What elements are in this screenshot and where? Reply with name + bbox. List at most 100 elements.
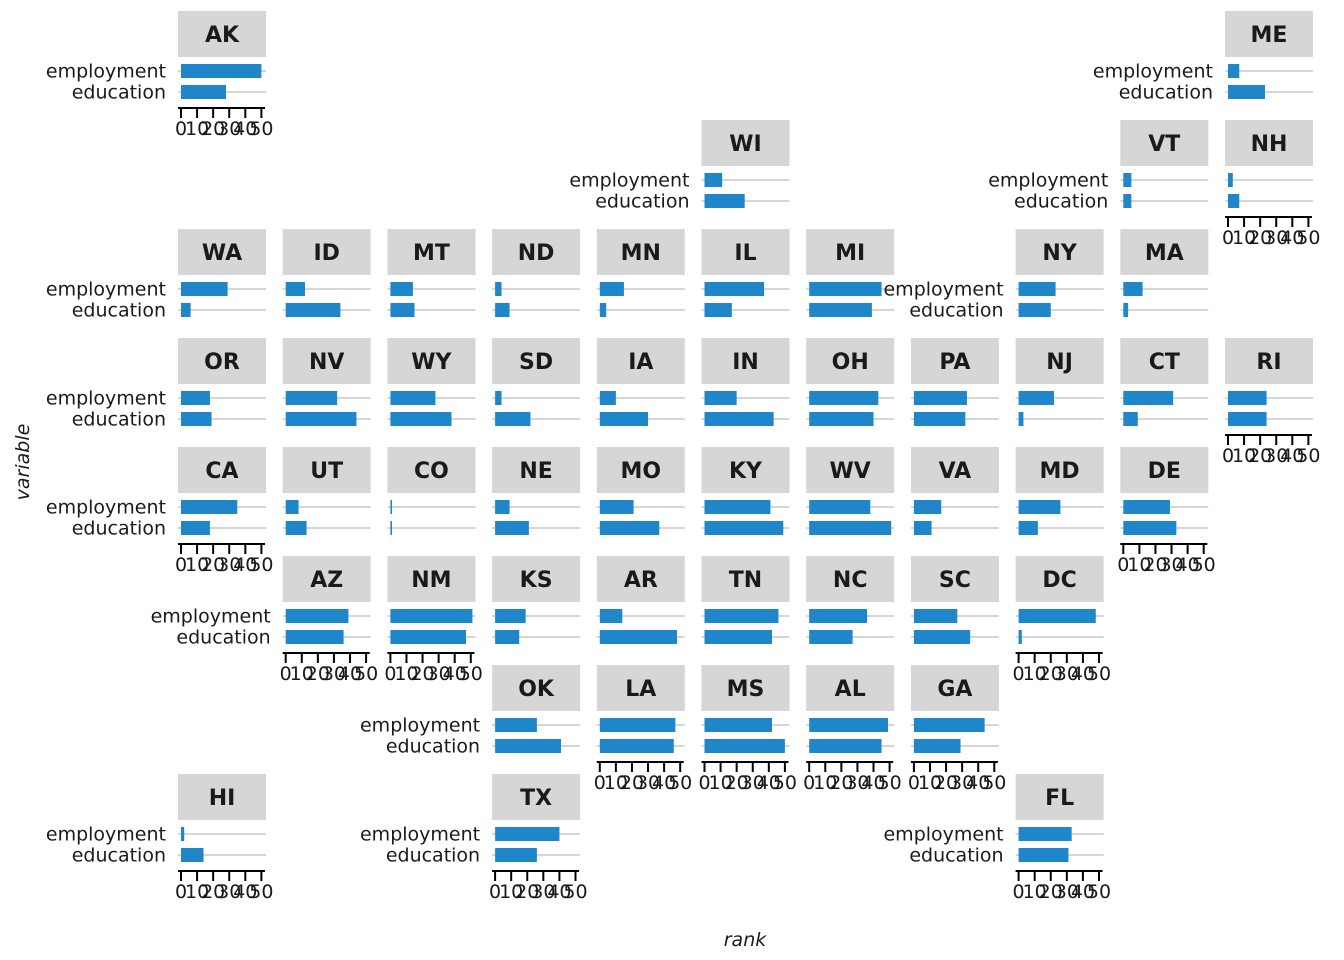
category-label: education: [1014, 191, 1108, 213]
x-tick-label: 20: [1143, 554, 1167, 576]
facet-strip: [806, 338, 895, 384]
facet-strip: [178, 447, 266, 493]
x-tick-label: 30: [950, 772, 974, 794]
bar-education: [704, 739, 785, 753]
facet-strip-label: IL: [734, 241, 756, 266]
x-tick-label: 30: [1055, 881, 1079, 903]
x-tick-label: 20: [1039, 663, 1063, 685]
facet-strip-label: FL: [1045, 786, 1074, 811]
x-tick-label: 20: [201, 118, 225, 140]
x-tick-label: 0: [1013, 663, 1025, 685]
x-tick-label: 0: [175, 881, 187, 903]
facet-strip-label: HI: [209, 786, 236, 811]
bar-education: [181, 521, 210, 535]
x-tick-label: 50: [1087, 881, 1111, 903]
bar-education: [1228, 85, 1265, 99]
x-tick-label: 0: [1222, 227, 1234, 249]
category-label: employment: [988, 170, 1108, 192]
facet-panel-id: ID: [282, 229, 371, 317]
bar-education: [809, 739, 882, 753]
x-tick-label: 30: [217, 118, 241, 140]
bar-employment: [285, 609, 349, 623]
facet-panel-ar: AR: [596, 556, 685, 644]
category-label: education: [386, 845, 480, 867]
category-label: education: [595, 191, 689, 213]
bar-education: [809, 521, 892, 535]
bar-employment: [1123, 391, 1174, 405]
x-tick-label: 30: [531, 881, 555, 903]
facet-panel-il: IL: [701, 229, 790, 317]
facet-strip-label: WY: [411, 350, 452, 375]
bar-employment: [913, 718, 985, 732]
facet-strip: [1015, 229, 1104, 275]
bar-education: [390, 521, 393, 535]
facet-strip-label: MO: [620, 459, 661, 484]
x-tick-label: 30: [322, 663, 346, 685]
x-tick-label: 50: [668, 772, 692, 794]
bar-employment: [495, 609, 526, 623]
facet-strip: [178, 774, 266, 820]
facet-strip-label: AR: [624, 568, 658, 593]
x-tick-label: 0: [175, 554, 187, 576]
x-tick-label: 50: [249, 118, 273, 140]
facet-panel-mo: MO: [596, 447, 685, 535]
facet-strip: [1015, 556, 1104, 602]
bar-employment: [285, 282, 305, 296]
x-tick-label: 30: [1264, 227, 1288, 249]
x-tick-label: 10: [1232, 445, 1256, 467]
bar-employment: [495, 282, 502, 296]
facet-strip-label: DE: [1148, 459, 1181, 484]
facet-strip-label: SD: [519, 350, 553, 375]
bar-employment: [809, 391, 879, 405]
facet-strip-label: MS: [727, 677, 765, 702]
facet-panel-pa: PA: [910, 338, 999, 426]
bar-employment: [704, 609, 779, 623]
facet-strip: [282, 556, 371, 602]
facet-strip: [492, 338, 581, 384]
facet-panel-ks: KS: [492, 556, 581, 644]
facet-panel-nc: NC: [806, 556, 895, 644]
bar-education: [495, 521, 529, 535]
bar-education: [1123, 194, 1132, 208]
bar-education: [913, 739, 961, 753]
x-tick-label: 10: [918, 772, 942, 794]
x-tick-label: 10: [499, 881, 523, 903]
facet-panel-tn: TN: [701, 556, 790, 644]
x-tick-label: 40: [1280, 227, 1304, 249]
x-tick-label: 30: [217, 554, 241, 576]
bar-education: [181, 848, 204, 862]
facet-strip: [701, 120, 790, 166]
x-tick-label: 20: [201, 881, 225, 903]
facet-strip: [387, 556, 476, 602]
bar-education: [390, 630, 466, 644]
category-label: education: [909, 845, 1003, 867]
category-label: employment: [569, 170, 689, 192]
x-tick-label: 0: [175, 118, 187, 140]
bar-employment: [181, 500, 238, 514]
x-tick-label: 40: [233, 554, 257, 576]
category-label: employment: [883, 824, 1003, 846]
category-label: education: [1119, 82, 1213, 104]
facet-strip-label: NJ: [1046, 350, 1073, 375]
bar-education: [285, 521, 307, 535]
facet-strip: [806, 447, 895, 493]
facet-strip-label: TX: [520, 786, 552, 811]
bar-employment: [704, 391, 737, 405]
x-tick-label: 0: [1222, 445, 1234, 467]
facet-strip-label: NC: [833, 568, 868, 593]
bar-education: [1123, 412, 1138, 426]
x-tick-label: 10: [1023, 663, 1047, 685]
x-tick-label: 40: [652, 772, 676, 794]
facet-panel-ne: NE: [492, 447, 581, 535]
facet-strip-label: MT: [413, 241, 450, 266]
facet-strip: [701, 556, 790, 602]
bar-employment: [1123, 173, 1132, 187]
bar-employment: [1018, 827, 1072, 841]
facet-strip-label: AZ: [310, 568, 343, 593]
